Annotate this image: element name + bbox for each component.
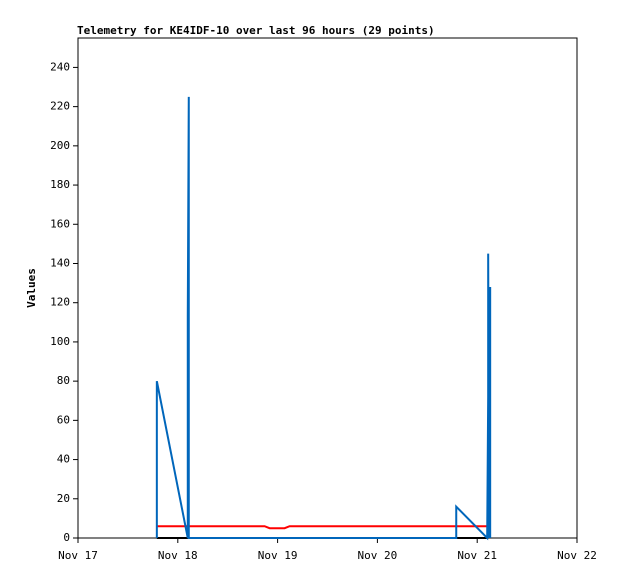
y-tick-label: 200 xyxy=(50,139,70,152)
chart-title: Telemetry for KE4IDF-10 over last 96 hou… xyxy=(77,24,435,37)
y-tick-label: 160 xyxy=(50,217,70,230)
plot-frame xyxy=(77,37,578,539)
y-tick-label: 180 xyxy=(50,178,70,191)
x-tick-label: Nov 22 xyxy=(557,549,597,562)
y-tick-label: 20 xyxy=(57,492,70,505)
series-line xyxy=(155,96,492,541)
y-tick-label: 240 xyxy=(50,60,70,73)
series-line xyxy=(156,525,489,530)
y-tick-label: 120 xyxy=(50,296,70,309)
x-tick-label: Nov 20 xyxy=(358,549,398,562)
y-tick-label: 220 xyxy=(50,100,70,113)
x-tick-label: Nov 19 xyxy=(258,549,298,562)
y-tick-label: 80 xyxy=(57,374,70,387)
x-tick-label: Nov 17 xyxy=(58,549,98,562)
y-tick-label: 140 xyxy=(50,256,70,269)
x-tick-label: Nov 21 xyxy=(457,549,497,562)
y-tick-label: 60 xyxy=(57,413,70,426)
y-tick-label: 100 xyxy=(50,335,70,348)
y-tick-label: 0 xyxy=(63,531,70,544)
y-tick-label: 40 xyxy=(57,453,70,466)
y-axis-label: Values xyxy=(25,268,38,308)
x-tick-label: Nov 18 xyxy=(158,549,198,562)
